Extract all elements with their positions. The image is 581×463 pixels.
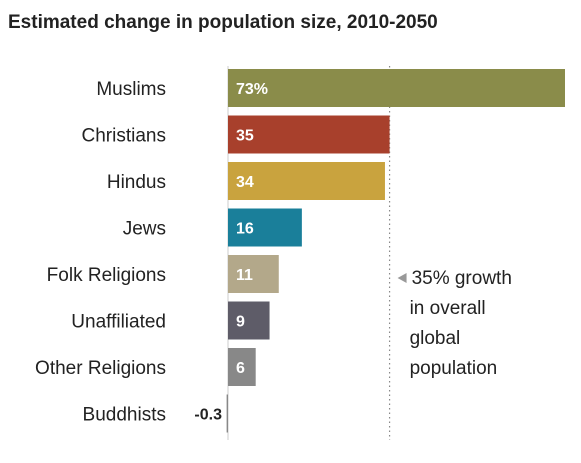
value-label-folk-religions: 11: [236, 267, 253, 284]
category-label-other-religions: Other Religions: [35, 358, 166, 379]
value-label-buddhists: -0.3: [194, 407, 222, 424]
bar-muslims: [228, 69, 565, 107]
value-label-other-religions: 6: [236, 360, 245, 377]
bar-christians: [228, 115, 390, 154]
category-label-folk-religions: Folk Religions: [47, 265, 166, 286]
bar-folk-religions: [228, 255, 279, 293]
category-label-unaffiliated: Unaffiliated: [71, 312, 166, 333]
annotation-line-3: global: [410, 328, 461, 349]
category-label-muslims: Muslims: [96, 79, 166, 100]
category-label-jews: Jews: [123, 219, 166, 240]
value-label-hindus: 34: [236, 174, 254, 191]
category-label-hindus: Hindus: [107, 172, 166, 193]
bar-other-religions: [228, 348, 256, 386]
annotation-arrow-icon: [397, 273, 407, 283]
category-label-christians: Christians: [82, 126, 166, 147]
bar-buddhists: [226, 394, 228, 433]
annotation-line-2: in overall: [410, 298, 486, 319]
bar-unaffiliated: [228, 301, 270, 340]
value-label-unaffiliated: 9: [236, 314, 245, 331]
annotation-line-4: population: [410, 358, 498, 379]
value-label-christians: 35: [236, 128, 254, 145]
annotation-line-1: 35% growth: [412, 268, 512, 289]
category-label-buddhists: Buddhists: [83, 405, 166, 426]
value-label-jews: 16: [236, 221, 254, 238]
bar-jews: [228, 208, 302, 247]
bar-hindus: [228, 162, 385, 200]
chart-title: Estimated change in population size, 201…: [8, 12, 438, 33]
value-label-muslims: 73%: [236, 81, 268, 98]
